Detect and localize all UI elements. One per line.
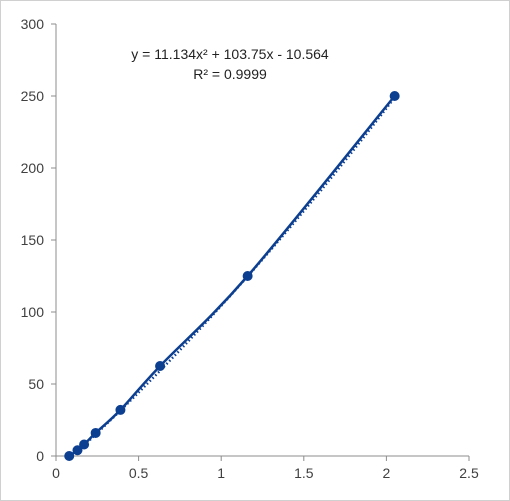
data-point	[64, 451, 75, 461]
x-tick-label: 2	[383, 465, 391, 481]
x-tick-label: 1	[217, 465, 225, 481]
y-tick-label: 250	[21, 88, 45, 104]
x-tick-label: 0.5	[129, 465, 149, 481]
y-tick-label: 0	[36, 448, 44, 464]
data-point	[242, 271, 253, 281]
equation-label: y = 11.134x² + 103.75x - 10.564	[131, 46, 329, 62]
trendline	[68, 96, 396, 461]
x-tick-label: 1.5	[294, 465, 314, 481]
r-squared-label: R² = 0.9999	[193, 66, 267, 82]
series-layer	[64, 91, 400, 461]
y-tick-label: 300	[21, 16, 45, 32]
data-point	[90, 427, 101, 438]
data-point	[72, 445, 83, 456]
y-axis-ticks: 0 50 100 150 200 250 300	[21, 16, 56, 464]
data-point	[115, 404, 126, 415]
y-tick-label: 50	[28, 376, 44, 392]
y-tick-label: 200	[21, 160, 45, 176]
x-tick-label: 2.5	[459, 465, 479, 481]
axes	[55, 24, 469, 457]
data-point	[389, 91, 400, 101]
y-tick-label: 100	[21, 304, 45, 320]
data-point	[79, 439, 90, 450]
y-tick-label: 150	[21, 232, 45, 248]
data-point	[155, 361, 166, 371]
trendline-layer	[68, 96, 396, 461]
x-axis-ticks: 0 0.5 1 1.5 2 2.5	[52, 456, 479, 481]
x-tick-label: 0	[52, 465, 60, 481]
series-line	[68, 95, 396, 458]
